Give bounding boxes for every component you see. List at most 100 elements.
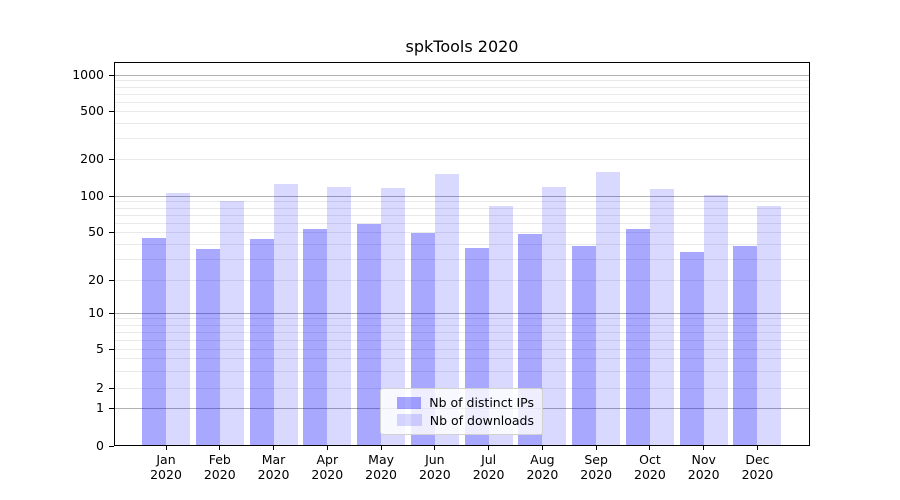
bar-downloads-feb bbox=[219, 200, 244, 445]
y-tick-mark-5 bbox=[109, 349, 114, 350]
x-tick-mark-apr bbox=[326, 446, 328, 450]
x-tick-label-jan: Jan 2020 bbox=[139, 452, 193, 482]
x-tick-month: Apr bbox=[316, 452, 339, 467]
x-tick-mark-nov bbox=[703, 446, 705, 450]
y-tick-label-0: 0 bbox=[96, 438, 104, 453]
gridline-minor bbox=[115, 243, 809, 245]
y-tick-mark-1000 bbox=[109, 75, 114, 76]
x-tick-label-apr: Apr 2020 bbox=[300, 452, 354, 482]
x-tick-year: 2020 bbox=[741, 467, 774, 482]
y-tick-label-5: 5 bbox=[96, 341, 104, 356]
bar-distinct-ips-nov bbox=[679, 252, 704, 445]
x-tick-year: 2020 bbox=[418, 467, 451, 482]
bar-downloads-aug bbox=[542, 187, 567, 445]
gridline-minor bbox=[115, 222, 809, 224]
x-tick-label-jul: Jul 2020 bbox=[462, 452, 516, 482]
x-tick-month: Sep bbox=[584, 452, 608, 467]
gridline-minor bbox=[115, 207, 809, 209]
gridline-minor bbox=[115, 358, 809, 360]
y-tick-mark-10 bbox=[109, 313, 114, 314]
bar-distinct-ips-feb bbox=[195, 249, 220, 445]
gridline-minor bbox=[115, 93, 809, 95]
gridline-minor bbox=[115, 80, 809, 82]
legend-label-distinct-ips: Nb of distinct IPs bbox=[429, 395, 534, 411]
y-tick-mark-200 bbox=[109, 159, 114, 160]
x-tick-label-dec: Dec 2020 bbox=[730, 452, 784, 482]
x-tick-mark-jul bbox=[488, 446, 490, 450]
y-tick-label-200: 200 bbox=[80, 151, 104, 166]
legend-item-distinct-ips: Nb of distinct IPs bbox=[389, 395, 534, 410]
gridline-minor bbox=[115, 214, 809, 216]
bar-distinct-ips-may bbox=[357, 224, 382, 445]
x-tick-mark-oct bbox=[649, 446, 651, 450]
bar-downloads-jan bbox=[166, 192, 190, 445]
bar-distinct-ips-jan bbox=[142, 237, 166, 445]
gridline-minor bbox=[115, 159, 809, 160]
x-tick-label-may: May 2020 bbox=[354, 452, 408, 482]
x-tick-label-oct: Oct 2020 bbox=[623, 452, 677, 482]
legend-swatch-downloads bbox=[397, 414, 422, 427]
bar-distinct-ips-oct bbox=[625, 228, 650, 445]
gridline-minor bbox=[115, 370, 809, 372]
x-tick-label-nov: Nov 2020 bbox=[677, 452, 731, 482]
gridline-minor bbox=[115, 280, 809, 281]
x-tick-month: May bbox=[368, 452, 394, 467]
x-tick-mark-jun bbox=[434, 446, 436, 450]
gridline-minor bbox=[115, 86, 809, 88]
y-tick-label-20: 20 bbox=[88, 272, 104, 287]
gridline-minor bbox=[115, 137, 809, 139]
gridline-minor bbox=[115, 232, 809, 233]
y-tick-mark-2 bbox=[109, 388, 114, 389]
gridline-minor bbox=[115, 201, 809, 203]
gridline-minor bbox=[115, 101, 809, 103]
y-tick-label-500: 500 bbox=[80, 103, 104, 118]
x-tick-month: Nov bbox=[691, 452, 716, 467]
gridline-minor bbox=[115, 318, 809, 320]
y-tick-mark-1 bbox=[109, 408, 114, 409]
legend: Nb of distinct IPs Nb of downloads bbox=[380, 388, 543, 435]
x-tick-year: 2020 bbox=[526, 467, 559, 482]
chart-title: spkTools 2020 bbox=[405, 37, 519, 56]
gridline-major bbox=[115, 196, 809, 197]
x-tick-month: Jun bbox=[425, 452, 445, 467]
bar-downloads-dec bbox=[757, 206, 782, 445]
x-tick-month: Feb bbox=[208, 452, 231, 467]
gridline-minor bbox=[115, 339, 809, 341]
x-tick-month: Jul bbox=[481, 452, 497, 467]
x-tick-mark-feb bbox=[219, 446, 221, 450]
legend-swatch-distinct-ips bbox=[397, 396, 422, 409]
bar-downloads-apr bbox=[327, 187, 352, 445]
bar-downloads-mar bbox=[273, 184, 298, 445]
gridline-minor bbox=[115, 258, 809, 260]
x-tick-year: 2020 bbox=[203, 467, 236, 482]
legend-label-downloads: Nb of downloads bbox=[429, 412, 534, 428]
gridline-major bbox=[115, 313, 809, 314]
gridline-minor bbox=[115, 122, 809, 124]
x-tick-year: 2020 bbox=[472, 467, 505, 482]
bar-distinct-ips-mar bbox=[249, 238, 274, 445]
x-tick-label-aug: Aug 2020 bbox=[515, 452, 569, 482]
y-tick-mark-100 bbox=[109, 196, 114, 197]
x-tick-year: 2020 bbox=[365, 467, 397, 482]
x-tick-month: Aug bbox=[530, 452, 555, 467]
x-tick-label-feb: Feb 2020 bbox=[193, 452, 247, 482]
y-tick-label-1000: 1000 bbox=[72, 67, 104, 82]
x-tick-year: 2020 bbox=[257, 467, 290, 482]
bar-downloads-sep bbox=[596, 171, 621, 445]
x-tick-mark-jan bbox=[165, 446, 167, 450]
y-tick-mark-0 bbox=[109, 446, 114, 447]
x-tick-year: 2020 bbox=[580, 467, 613, 482]
x-tick-year: 2020 bbox=[150, 467, 182, 482]
y-tick-mark-50 bbox=[109, 232, 114, 233]
gridline-minor bbox=[115, 324, 809, 326]
gridline-major bbox=[115, 75, 809, 76]
x-tick-mark-may bbox=[380, 446, 382, 450]
y-tick-label-1: 1 bbox=[96, 400, 104, 415]
gridline-minor bbox=[115, 349, 809, 350]
x-tick-month: Dec bbox=[745, 452, 770, 467]
bar-distinct-ips-apr bbox=[303, 228, 328, 445]
x-tick-year: 2020 bbox=[311, 467, 344, 482]
x-tick-label-sep: Sep 2020 bbox=[569, 452, 623, 482]
legend-item-downloads: Nb of downloads bbox=[389, 413, 534, 428]
